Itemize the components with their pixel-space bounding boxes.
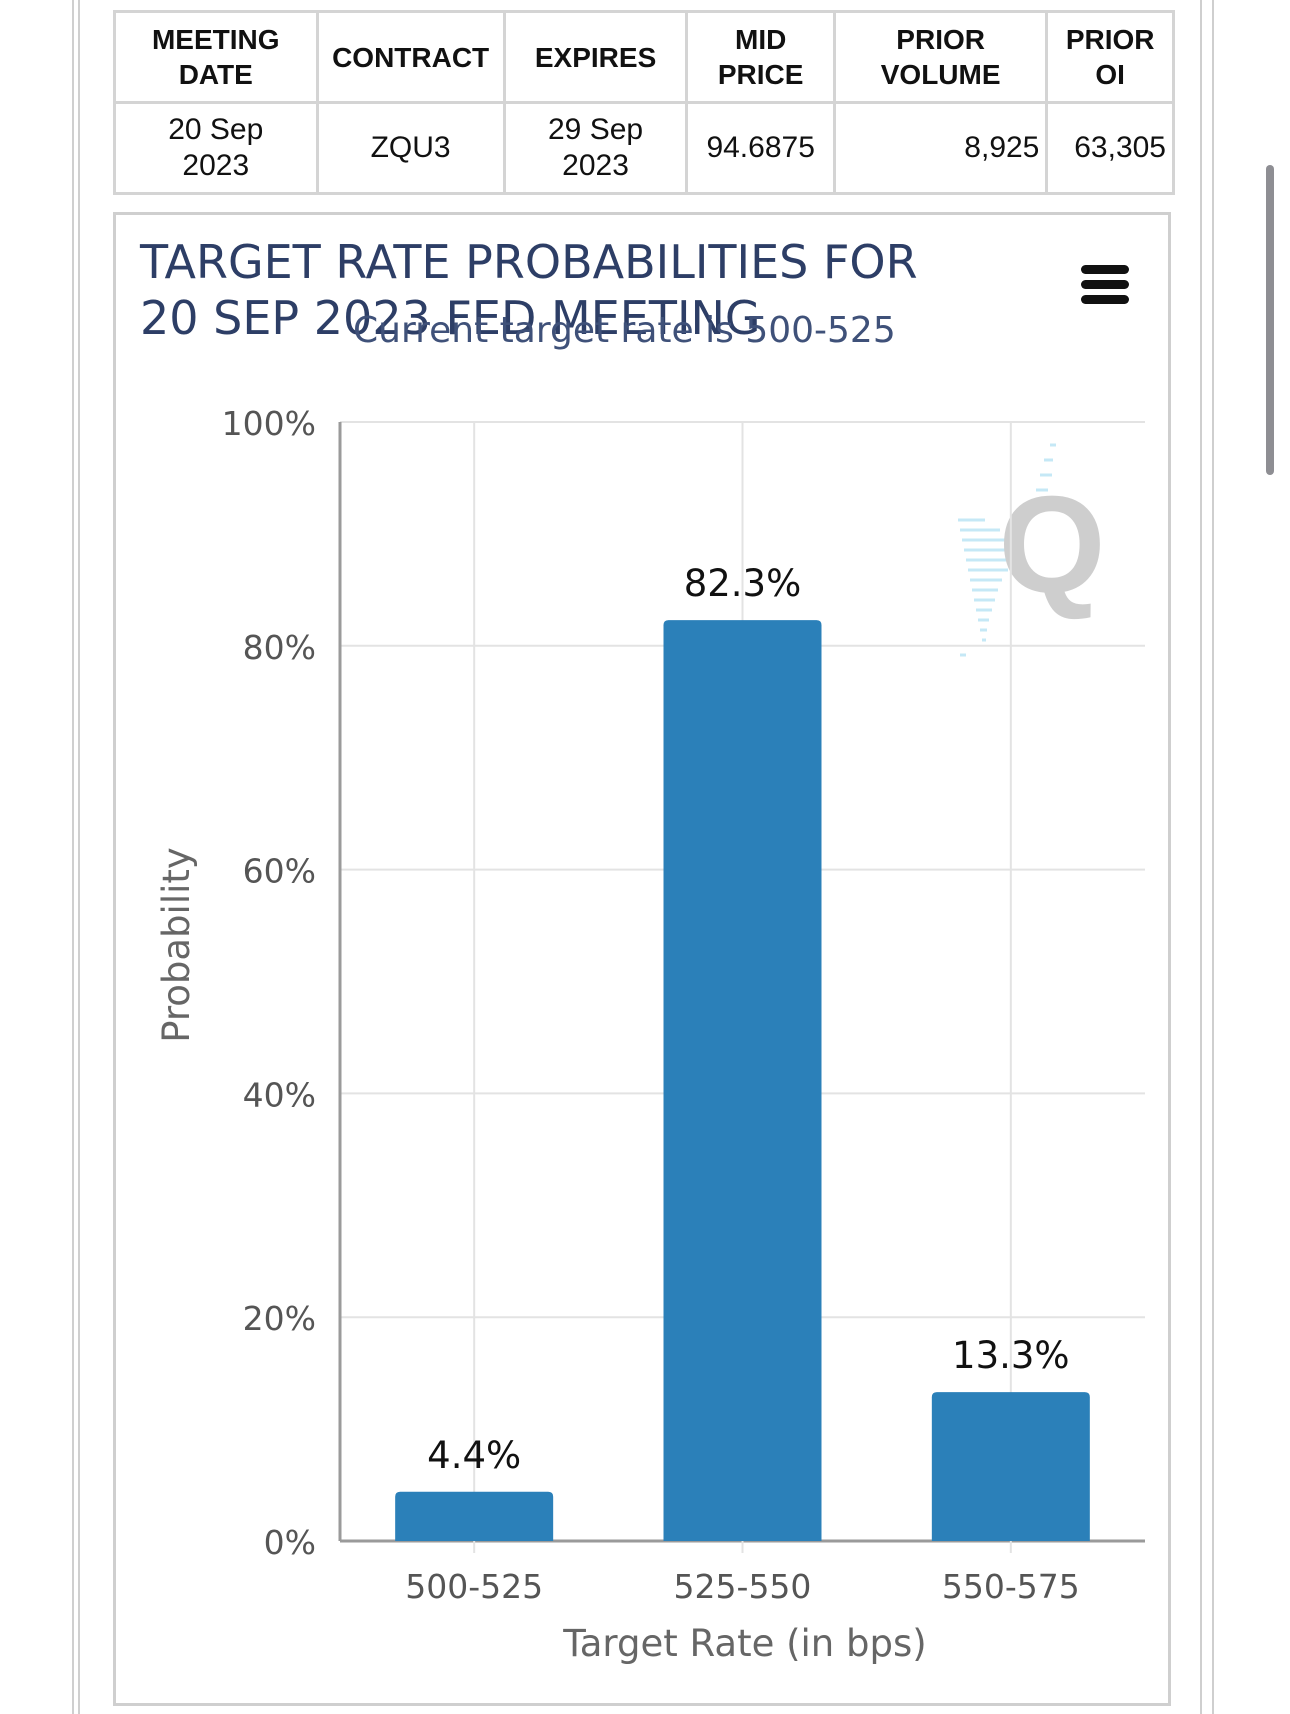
cell-expires: 29 Sep 2023	[502, 101, 689, 195]
data-label: 4.4%	[427, 1434, 521, 1477]
header-meeting-date: MEETING DATE	[113, 10, 319, 104]
contract-info-table: MEETING DATE CONTRACT EXPIRES MID PRICE PR…	[113, 10, 1175, 195]
table-row: 20 Sep 2023 ZQU3 29 Sep 2023 94.6875 8,925…	[113, 101, 1175, 195]
y-axis-ticks: 0% 20% 40% 60% 80% 100%	[222, 404, 316, 1562]
quikstrike-logo-watermark: Q	[958, 443, 1106, 657]
x-axis-title: Target Rate (in bps)	[562, 1622, 926, 1665]
header-prior-volume: PRIOR VOLUME	[832, 10, 1049, 104]
x-axis-ticks: 500-525 525-550 550-575	[405, 1567, 1080, 1606]
y-tick-label: 80%	[243, 628, 316, 667]
cell-contract: ZQU3	[315, 101, 506, 195]
table-header-row: MEETING DATE CONTRACT EXPIRES MID PRICE PR…	[113, 10, 1175, 104]
header-expires: EXPIRES	[502, 10, 689, 104]
chart-container	[113, 212, 1171, 1706]
x-tick-label: 550-575	[942, 1567, 1080, 1606]
cell-meeting-date: 20 Sep 2023	[113, 101, 319, 195]
right-frame-border	[1200, 0, 1214, 1714]
y-tick-label: 20%	[243, 1299, 316, 1338]
y-tick-label: 40%	[243, 1075, 316, 1114]
data-label: 13.3%	[952, 1334, 1070, 1377]
x-tick-label: 500-525	[405, 1567, 543, 1606]
scrollbar[interactable]	[1266, 165, 1274, 475]
data-label: 82.3%	[684, 562, 802, 605]
x-tick-label: 525-550	[674, 1567, 812, 1606]
cell-mid-price: 94.6875	[685, 101, 836, 195]
cell-prior-oi: 63,305	[1045, 101, 1175, 195]
bar-550-575[interactable]	[931, 1392, 1090, 1541]
chart-title-line-1: TARGET RATE PROBABILITIES FOR	[139, 235, 918, 289]
chart-subtitle: Current target rate is 500-525	[353, 310, 896, 351]
data-labels: 4.4% 82.3% 13.3%	[427, 562, 1069, 1477]
y-tick-label: 100%	[222, 404, 316, 443]
bar-500-525[interactable]	[395, 1491, 554, 1541]
left-frame-border	[72, 0, 80, 1714]
header-prior-oi: PRIOR OI	[1045, 10, 1175, 104]
cell-prior-volume: 8,925	[832, 101, 1049, 195]
hamburger-menu-icon[interactable]	[1081, 265, 1133, 305]
header-mid-price: MID PRICE	[685, 10, 836, 104]
bar-525-550[interactable]	[663, 620, 822, 1541]
bars	[395, 620, 1090, 1541]
y-tick-label: 60%	[243, 852, 316, 891]
y-tick-label: 0%	[264, 1523, 316, 1562]
header-contract: CONTRACT	[315, 10, 506, 104]
svg-text:Q: Q	[998, 468, 1105, 622]
y-axis-title: Probability	[155, 847, 198, 1043]
chart-title-line-2: 20 SEP 2023 FED MEETING	[140, 291, 761, 345]
